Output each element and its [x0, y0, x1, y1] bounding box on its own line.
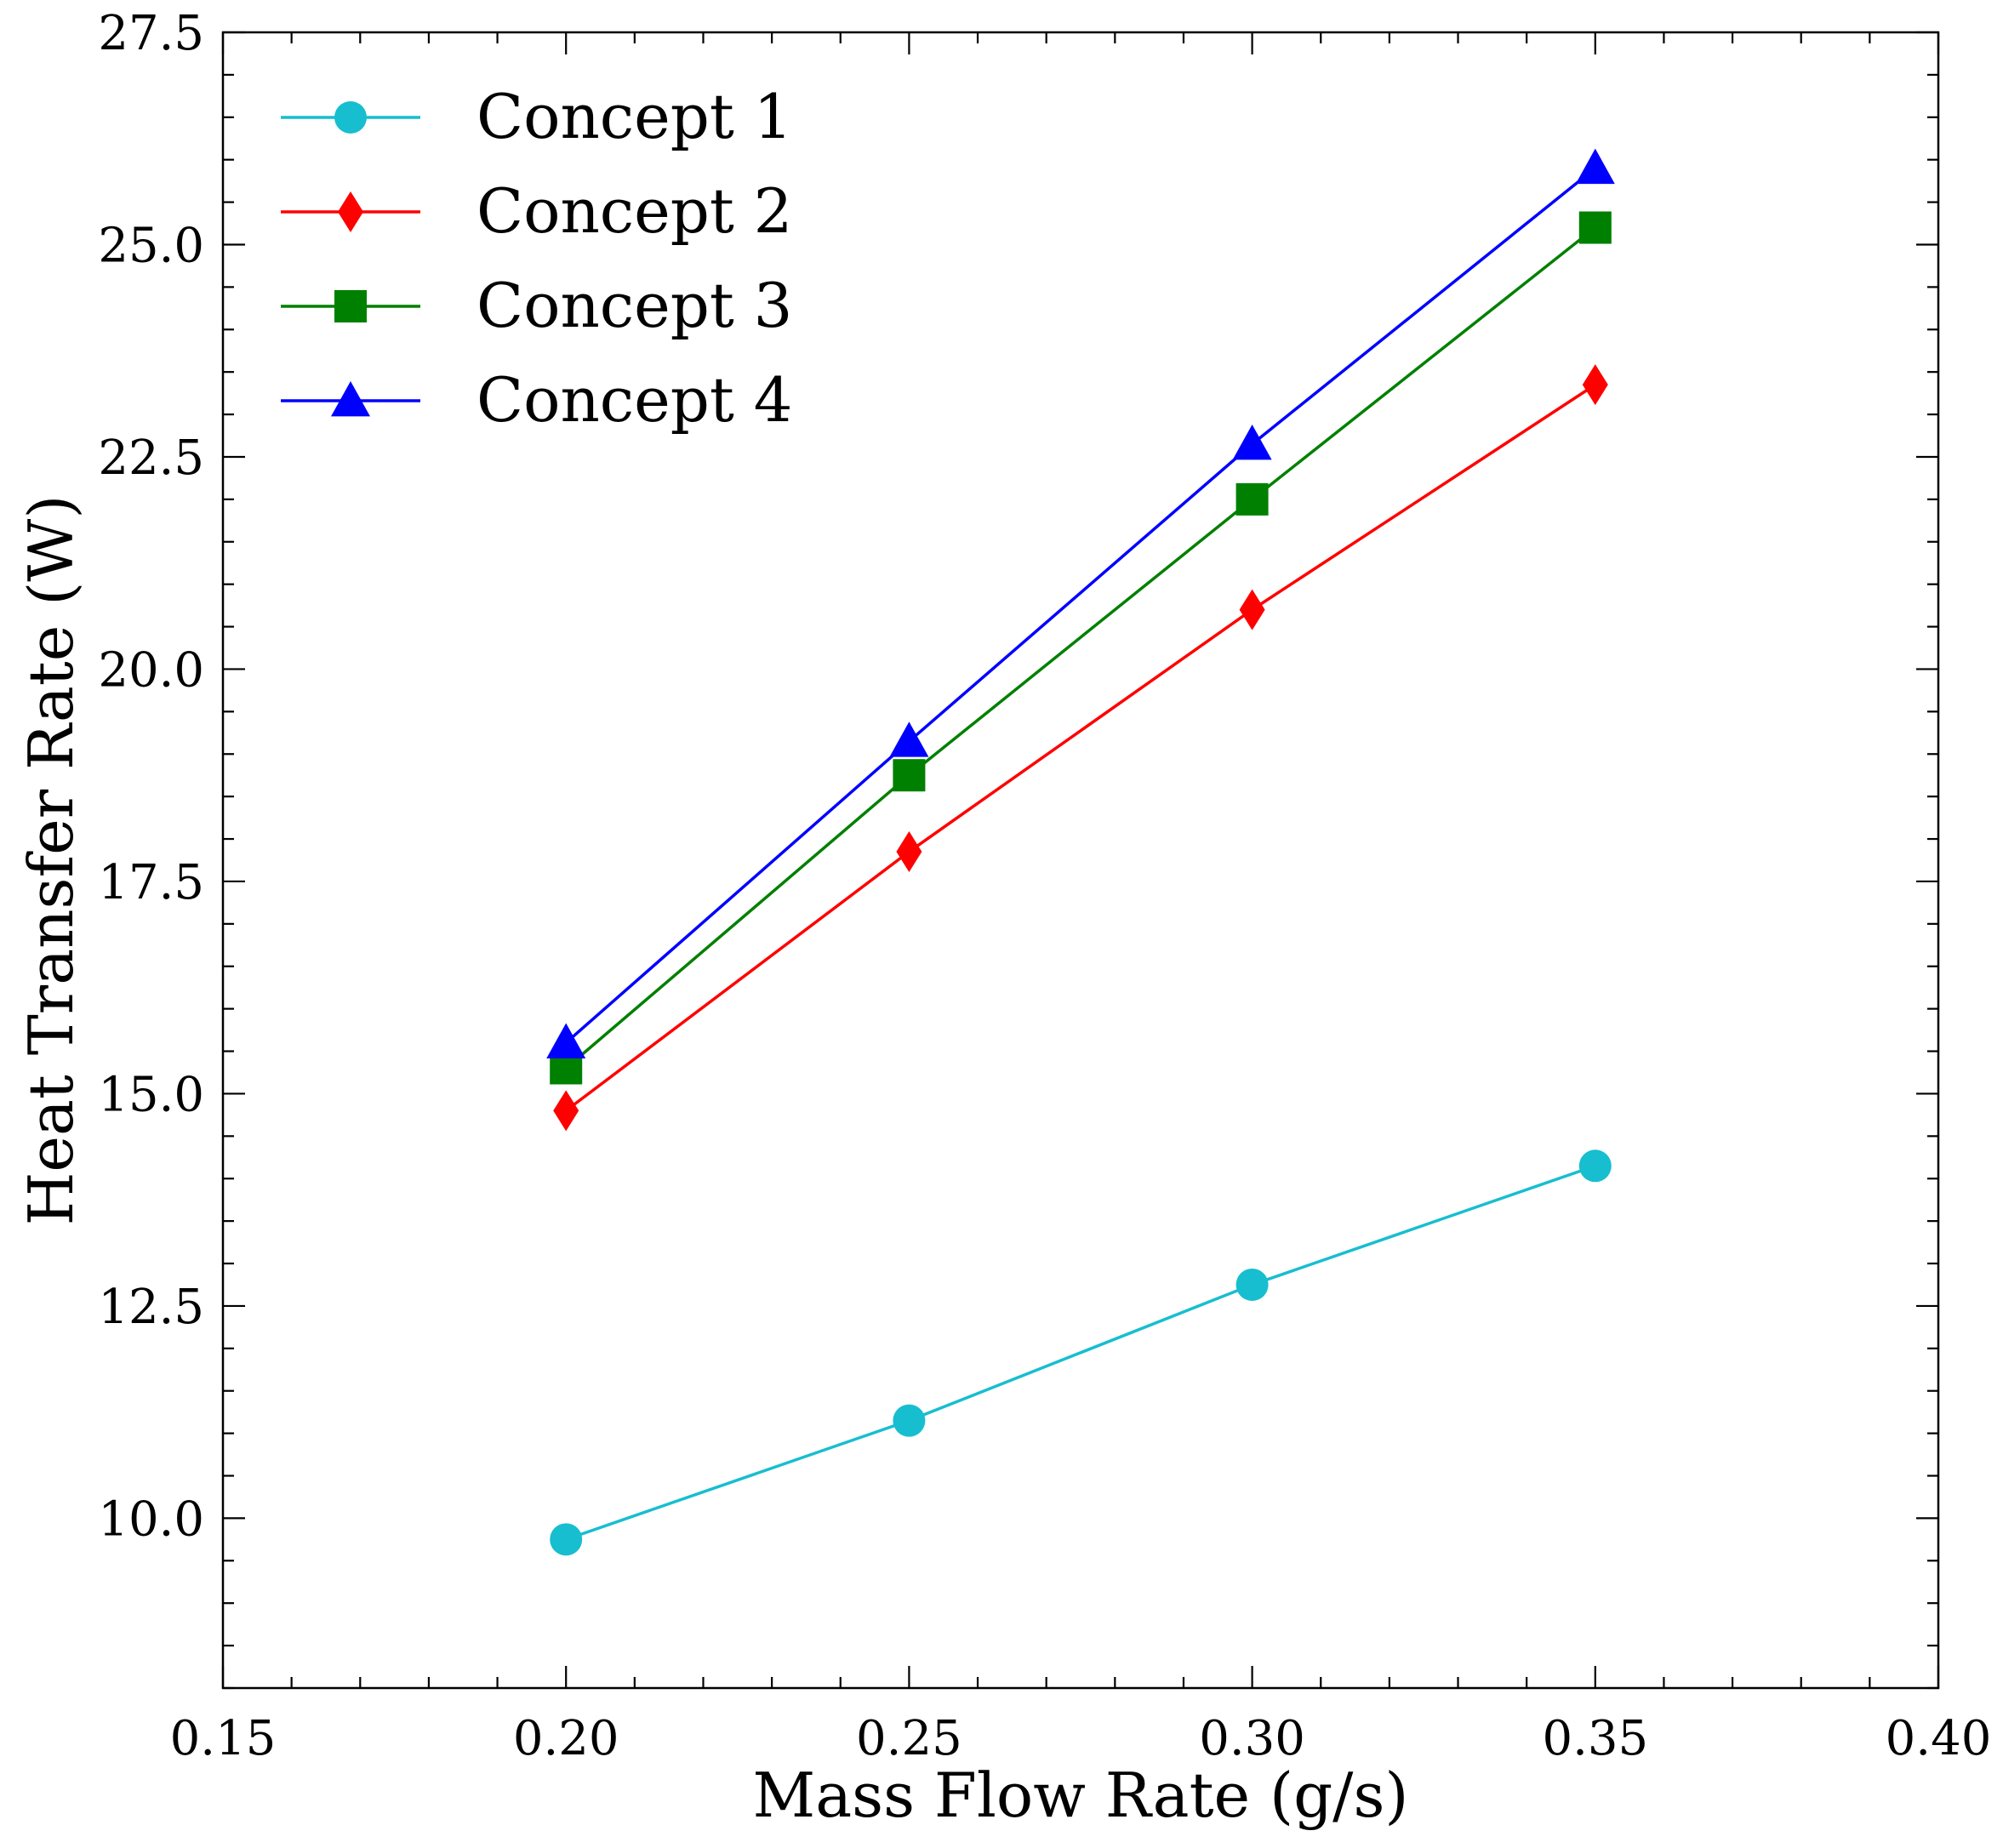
y-tick-label: 22.5: [98, 431, 204, 486]
y-axis-label: Heat Transfer Rate (W): [15, 495, 87, 1226]
y-tick-label: 27.5: [98, 6, 204, 61]
x-tick-label: 0.35: [1542, 1711, 1648, 1766]
series-4: [546, 148, 1615, 1058]
legend-item: Concept 4: [281, 364, 792, 436]
legend-marker: [331, 381, 370, 417]
series-line: [565, 383, 1596, 1112]
y-tick-label: 25.0: [98, 218, 204, 273]
x-tick-label: 0.20: [513, 1711, 619, 1766]
legend-item: Concept 2: [281, 175, 792, 247]
data-point: [889, 722, 929, 757]
x-tick-label: 0.40: [1886, 1711, 1992, 1766]
data-point: [1235, 482, 1269, 516]
legend-item: Concept 1: [281, 81, 792, 152]
legend: Concept 1 Concept 2 Concept 3 Concept 4: [281, 81, 792, 436]
legend-label: Concept 3: [476, 270, 792, 341]
data-point: [1239, 589, 1265, 630]
legend-marker: [338, 191, 363, 232]
y-tick-label: 17.5: [98, 855, 204, 910]
legend-label: Concept 4: [476, 364, 792, 436]
legend-item: Concept 3: [281, 270, 792, 341]
x-tick-label: 0.25: [856, 1711, 962, 1766]
series-1: [550, 1149, 1612, 1556]
data-point: [1578, 211, 1612, 244]
legend-label: Concept 1: [476, 81, 792, 152]
data-point: [893, 1404, 926, 1437]
y-tick-label: 12.5: [98, 1280, 204, 1335]
x-tick-label: 0.15: [170, 1711, 277, 1766]
y-tick-label: 10.0: [98, 1492, 204, 1547]
data-point: [546, 1023, 586, 1058]
series-2: [553, 364, 1608, 1132]
series-layer: [546, 148, 1615, 1556]
data-point: [1232, 425, 1272, 460]
data-point: [896, 831, 922, 873]
x-axis-label: Mass Flow Rate (g/s): [753, 1760, 1409, 1831]
data-point: [553, 1090, 579, 1132]
data-point: [550, 1523, 583, 1556]
plot-frame: [221, 31, 1940, 1690]
legend-marker: [334, 101, 367, 134]
series-line: [565, 226, 1596, 1069]
series-line: [565, 167, 1596, 1044]
series-line: [565, 1164, 1596, 1542]
y-tick-label: 15.0: [98, 1067, 204, 1122]
data-point: [1578, 1149, 1612, 1183]
data-point: [1235, 1268, 1269, 1301]
legend-label: Concept 2: [476, 175, 792, 247]
x-tick-label: 0.30: [1199, 1711, 1305, 1766]
data-point: [1575, 148, 1615, 185]
legend-marker: [334, 290, 367, 322]
data-point: [893, 759, 926, 792]
data-point: [1582, 364, 1608, 406]
ticks-layer: 0.15 0.20 0.25 0.30 0.35 0.40 10.0 12.5 15.0 17.5…: [98, 6, 1991, 1766]
y-tick-label: 20.0: [98, 642, 204, 698]
